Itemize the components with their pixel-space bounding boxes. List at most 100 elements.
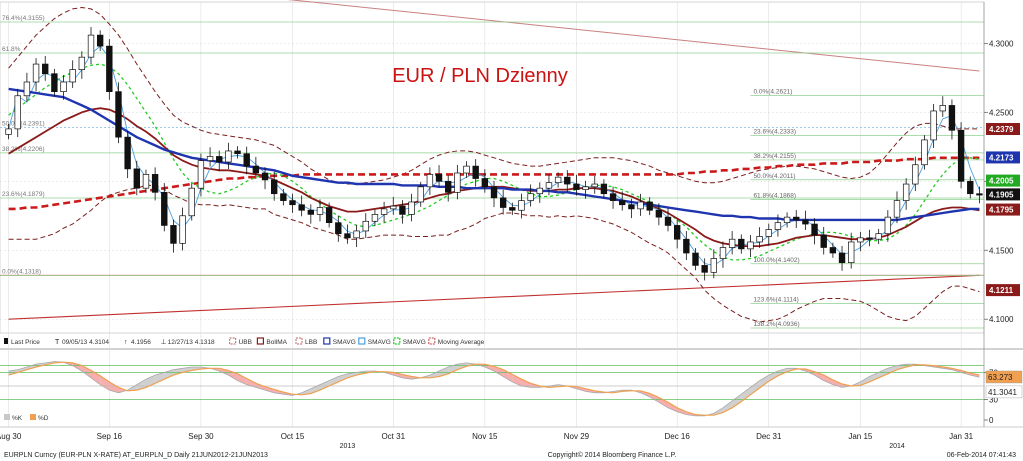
candlestick (747, 234, 754, 258)
candle-body (948, 105, 956, 131)
candle-body (857, 237, 864, 243)
candle-body (96, 34, 104, 47)
candlestick (875, 228, 882, 245)
candle-body (646, 201, 653, 211)
candle-body (710, 258, 718, 273)
candlestick (939, 96, 946, 117)
date-tick-label: Oct 15 (281, 432, 305, 441)
candlestick (738, 234, 745, 254)
fib-level-label: 50.0%(4.2391) (2, 120, 45, 127)
candle-body (51, 73, 58, 92)
stochastic-badge-label: 41.3041 (988, 388, 1017, 397)
candle-body (307, 209, 315, 215)
candle-body (225, 150, 232, 163)
candlestick (32, 58, 40, 92)
candlestick (609, 186, 617, 209)
candle-body (481, 178, 489, 188)
candle-body (829, 247, 837, 254)
candlestick (454, 164, 461, 200)
copyright-label: Copyright© 2014 Bloomberg Finance L.P. (548, 451, 677, 459)
price-badge-label: 4.1905 (989, 190, 1014, 199)
stochastic-legend-item: %K (4, 414, 23, 422)
candlestick (14, 88, 21, 138)
candle-body (270, 179, 278, 195)
price-tick-label: 4.3000 (989, 39, 1014, 48)
candle-body (280, 193, 287, 201)
legend-item: UBB (229, 337, 252, 346)
candle-body (490, 186, 498, 199)
candlestick (23, 72, 31, 102)
candlestick (325, 202, 333, 228)
candlestick (774, 214, 782, 237)
candlestick (701, 258, 708, 281)
candlestick (619, 191, 626, 211)
price-badge: 4.1211 (986, 284, 1020, 297)
legend-item: ↑ 4.1956 (124, 339, 151, 346)
candle-body (179, 215, 186, 244)
stochastic-fill (823, 375, 833, 385)
legend-item: BollMA (256, 337, 288, 346)
legend-item: T 09/05/13 4.3104 (55, 339, 109, 346)
candlestick (802, 210, 809, 230)
stochastic-fill (457, 362, 467, 370)
chart-title: EUR / PLN Dzienny (392, 65, 568, 87)
candlestick (417, 181, 424, 207)
legend-label: 4.1956 (131, 339, 151, 346)
candlestick (243, 146, 250, 175)
candle-body (756, 236, 763, 243)
stochastic-fill (393, 372, 403, 378)
stochastic-fill (17, 366, 27, 373)
candlestick (399, 200, 406, 224)
stochastic-k-line (8, 361, 980, 417)
fib-level-label: 123.6%(4.1114) (753, 296, 798, 303)
candlestick (637, 193, 644, 216)
price-badge-bg (986, 284, 1020, 297)
year-label: 2014 (889, 443, 905, 450)
candle-body (87, 34, 95, 58)
lower-bollinger-band (8, 184, 980, 323)
candlestick (728, 231, 736, 255)
candle-body (252, 165, 260, 174)
candle-body (206, 156, 214, 161)
stochastic-fill (878, 368, 888, 378)
candle-body (390, 205, 397, 210)
stochastic-fill (759, 375, 769, 389)
date-axis: Aug 30 Sep 16 Sep 30 Oct 15 Oct 31 Nov 15 Nov … (0, 426, 1023, 450)
legend-label: UBB (239, 339, 252, 346)
candle-body (399, 205, 406, 215)
candle-body (106, 45, 113, 92)
stochastic-fill (329, 376, 339, 386)
candlestick (838, 245, 846, 271)
stochastic-badge: 63.273 (985, 370, 1023, 384)
legend-swatch-icon (229, 337, 237, 345)
candlestick (692, 248, 699, 271)
candlestick (884, 210, 892, 242)
candle-body (353, 230, 360, 239)
date-tick-label: Jan 31 (949, 432, 974, 441)
stochastic-fill (768, 371, 778, 382)
candlestick (5, 124, 12, 140)
candlestick (380, 201, 388, 223)
legend-label: Moving Average (438, 339, 485, 346)
candlestick (719, 241, 727, 268)
candle-body (325, 207, 333, 224)
stochastic-tick-label: 0 (989, 416, 994, 425)
candlestick (820, 226, 827, 255)
candle-body (197, 160, 205, 189)
candlestick (42, 55, 49, 81)
candlestick (655, 203, 663, 226)
candlestick (976, 186, 983, 204)
legend-swatch-icon (323, 337, 331, 345)
candle-body (619, 200, 626, 206)
legend-swatch-icon (358, 337, 366, 345)
candlestick (298, 195, 305, 217)
candle-body (701, 265, 708, 273)
stochastic-fill (741, 387, 751, 402)
candle-body (866, 237, 873, 240)
stochastic-fill (228, 370, 238, 381)
candlestick (197, 153, 205, 197)
price-badge-bg (986, 188, 1020, 201)
price-badge-bg (986, 203, 1020, 216)
candle-body (115, 91, 122, 138)
candlestick (765, 223, 772, 246)
